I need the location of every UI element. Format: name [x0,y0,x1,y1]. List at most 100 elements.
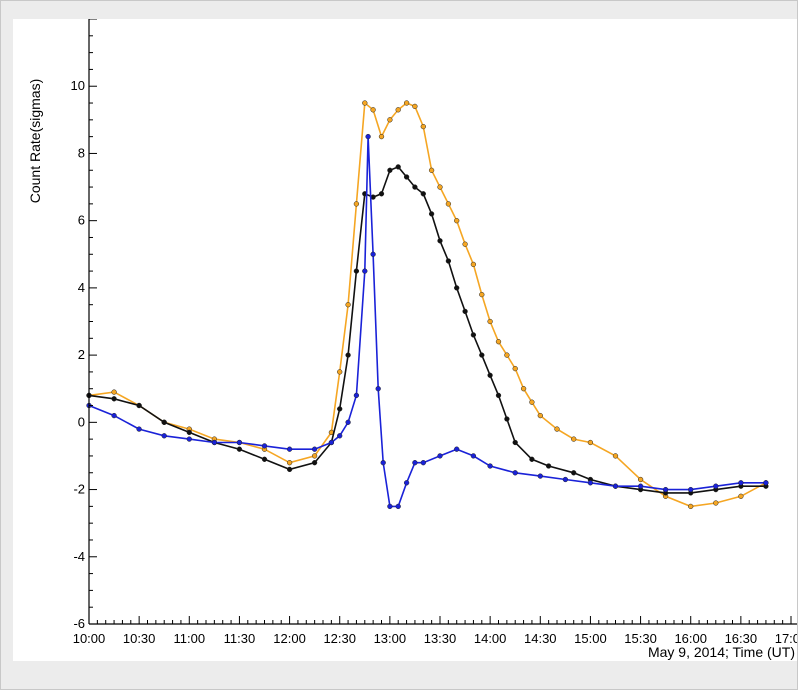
data-point [286,446,293,452]
data-point [529,399,535,405]
data-point [387,117,393,123]
data-point [454,285,460,291]
data-point [375,386,381,392]
data-point [362,268,368,274]
data-point [479,291,485,298]
data-point [637,476,644,483]
data-point [365,133,371,140]
data-point [495,392,502,399]
data-point [353,392,360,399]
data-point [495,339,502,345]
y-tick-label: -6 [73,616,85,631]
data-point [337,369,343,375]
data-point [236,439,243,446]
y-tick-label: -2 [73,482,85,497]
data-point [403,174,410,180]
data-point [395,164,401,170]
data-point [380,460,386,466]
data-point [395,107,401,113]
data-point [403,480,410,486]
data-point [161,419,167,425]
x-tick-label: 16:30 [725,631,758,646]
data-point [437,184,443,190]
data-point [612,483,619,489]
y-tick-label: 6 [78,213,85,228]
y-tick-label: 10 [71,78,85,93]
x-tick-label: 15:30 [624,631,657,646]
x-tick-label: 12:30 [323,631,356,646]
x-axis-label: May 9, 2014; Time (UT) [648,644,795,660]
data-point [637,483,644,489]
y-tick-label: -4 [73,549,85,564]
x-tick-label: 11:00 [173,631,205,646]
x-tick-label: 14:30 [524,631,557,646]
data-point [738,480,744,486]
data-point [328,439,335,446]
data-point [337,433,343,439]
data-point [236,446,243,452]
data-point [512,365,518,372]
data-point [378,133,385,140]
data-point [445,258,452,264]
series-line [88,136,766,508]
data-point [378,191,385,197]
data-point [487,372,493,378]
data-point [412,184,418,190]
data-point [161,433,167,439]
data-point [470,261,477,268]
data-point [537,473,543,479]
data-point [286,460,293,466]
data-point [345,419,351,425]
data-point [587,439,594,446]
data-point [111,412,117,419]
data-point [261,456,268,462]
x-tick-label: 10:30 [123,631,156,646]
data-point [345,352,351,358]
series-layer [86,100,769,510]
data-point [420,123,426,130]
data-point [587,480,594,486]
data-point [529,456,535,462]
y-tick-label: 8 [78,145,85,160]
data-point [738,493,744,499]
series-1 [86,100,769,510]
data-point [462,241,468,247]
data-point [512,439,518,446]
data-point [387,167,393,173]
y-axis-label: Count Rate(sigmas) [27,79,43,204]
data-point [713,483,719,489]
data-point [403,100,410,106]
data-point [504,416,510,422]
series-line [88,101,767,508]
data-point [537,412,543,419]
data-point [462,308,468,315]
data-point [186,429,192,436]
series-2 [86,164,769,496]
data-point [111,396,117,402]
x-ticks: 10:00 10:30 11:00 11:30 12:00 12:30 13:00 13:30… [73,616,798,646]
data-point [428,211,435,217]
data-point [713,500,719,506]
data-point [136,402,142,409]
data-point [520,386,527,392]
data-point [345,302,351,308]
data-point [554,426,560,432]
data-point [470,332,477,338]
data-point [571,470,577,476]
data-point [688,503,694,510]
data-point [454,218,460,224]
data-point [211,439,218,446]
data-point [362,100,368,106]
count-rate-chart: 10:00 10:30 11:00 11:30 12:00 12:30 13:00 13:30… [27,18,798,660]
data-point [545,463,552,469]
data-point [688,486,694,493]
data-point [261,443,268,449]
data-point [286,466,293,473]
data-point [353,268,360,274]
x-tick-label: 16:00 [674,631,707,646]
data-point [420,460,426,466]
x-tick-label: 11:30 [224,631,256,646]
data-point [562,476,569,483]
data-point [428,167,435,173]
